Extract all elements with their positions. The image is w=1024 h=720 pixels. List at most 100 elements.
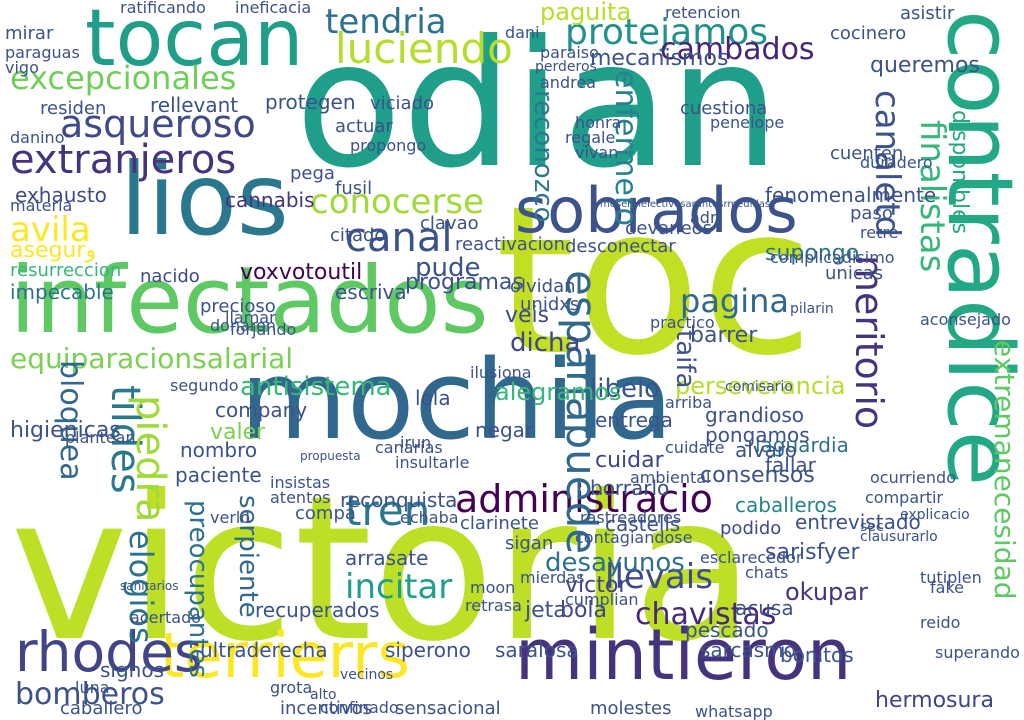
- cloud-word: pilarin: [790, 301, 834, 317]
- cloud-word: unidxs: [520, 294, 580, 315]
- cloud-word: mierdas: [520, 568, 585, 587]
- cloud-word: infectados: [10, 247, 489, 354]
- cloud-word: compartir: [865, 488, 944, 507]
- cloud-word: mochila: [240, 336, 674, 464]
- cloud-word: penelope: [710, 113, 785, 132]
- cloud-word: acusa: [735, 596, 794, 620]
- cloud-word: ocurriendo: [870, 468, 956, 487]
- cloud-word: lola: [415, 386, 451, 410]
- cloud-word: clavao: [420, 213, 479, 234]
- cloud-word: nacido: [140, 266, 200, 287]
- cloud-word: tutiplen: [920, 568, 982, 587]
- cloud-word: libelo: [590, 374, 661, 404]
- cloud-word: plantean: [65, 428, 136, 447]
- cloud-word: forjando: [230, 320, 297, 339]
- cloud-word: dicha: [510, 328, 581, 358]
- cloud-word: explicacio: [900, 507, 970, 523]
- cloud-word: regale: [565, 128, 616, 147]
- cloud-word: olvidan: [510, 276, 576, 297]
- cloud-word: alegramos: [495, 378, 622, 406]
- cloud-word: ineficacia: [235, 0, 312, 17]
- cloud-word: donaron: [210, 316, 277, 335]
- cloud-word: incitar: [345, 567, 453, 607]
- cloud-word: recuperados: [255, 598, 380, 622]
- cloud-word: okupar: [785, 578, 868, 606]
- cloud-word: superando: [935, 643, 1020, 662]
- cloud-word: vecinos: [340, 667, 394, 683]
- cloud-word: reido: [920, 613, 961, 632]
- cloud-word: odian: [295, 4, 780, 207]
- cloud-word: valer: [210, 420, 266, 445]
- cloud-word: devaneos: [625, 218, 713, 239]
- cloud-word: alvaro: [735, 438, 797, 462]
- cloud-word: extranjeros: [10, 137, 237, 183]
- cloud-word: paso: [850, 203, 893, 224]
- cloud-word: cuenten: [830, 143, 904, 164]
- cloud-word: fenomenalmente: [765, 183, 937, 207]
- cloud-word: negar: [475, 418, 534, 442]
- cloud-word: rastreadores: [580, 508, 682, 527]
- cloud-word: llevais: [605, 557, 713, 597]
- cloud-word: sobrados: [515, 174, 798, 247]
- cloud-word: signos: [100, 658, 165, 682]
- cloud-word: bola: [560, 598, 608, 623]
- cloud-word: rellevant: [150, 93, 239, 117]
- cloud-word: resurreccion: [10, 260, 122, 281]
- cloud-word: mesermelectivosarantesrmedidas: [600, 199, 771, 210]
- cloud-word: moon: [470, 578, 516, 597]
- cloud-word: veis: [505, 303, 550, 328]
- cloud-word: pega: [290, 163, 335, 184]
- cloud-word: echaba: [400, 508, 459, 527]
- cloud-word: perderos: [535, 59, 597, 75]
- cloud-word: extremanecesidad: [988, 340, 1021, 600]
- cloud-word: irun: [400, 433, 432, 452]
- cloud-word: mirar: [5, 23, 54, 44]
- cloud-word: rhodes: [15, 620, 203, 684]
- cloud-word: fake: [930, 578, 964, 597]
- cloud-word: caballeros: [735, 493, 838, 517]
- cloud-word: hermosura: [875, 688, 994, 713]
- cloud-word: ultraderecha: [200, 638, 328, 662]
- cloud-word: barrer: [690, 323, 758, 348]
- cloud-word: danino: [10, 128, 65, 147]
- cloud-word: sarcasmo: [700, 638, 796, 662]
- cloud-word: mecanismos: [590, 46, 729, 71]
- cloud-word: paguita: [540, 0, 632, 26]
- cloud-word: arriba: [665, 393, 713, 412]
- cloud-word: perseverancia: [675, 372, 846, 400]
- cloud-word: llamar: [225, 308, 276, 327]
- cloud-word: sanitarios: [120, 579, 179, 593]
- cloud-word: residen: [40, 98, 107, 119]
- cloud-word: canarias: [375, 438, 443, 457]
- cloud-word: exhausto: [15, 183, 107, 207]
- cloud-word: molestes: [590, 698, 672, 719]
- cloud-word: terrierrs: [160, 619, 410, 692]
- cloud-word: asegurو: [10, 238, 97, 263]
- cloud-word: disponibles: [947, 110, 972, 235]
- cloud-word: vigo: [5, 58, 39, 77]
- cloud-word: supongo: [765, 241, 860, 266]
- cloud-word: chavistas: [635, 597, 777, 632]
- cloud-word: victoria: [10, 453, 756, 686]
- cloud-word: tren: [345, 486, 431, 535]
- cloud-word: insistas: [270, 473, 331, 492]
- cloud-word: voxvotoutil: [240, 260, 363, 285]
- cloud-word: castells: [605, 512, 681, 536]
- cloud-word: bomberos: [15, 677, 165, 712]
- cloud-word: cannabis: [225, 188, 315, 212]
- cloud-word: sensacional: [395, 698, 501, 719]
- cloud-word: cuidar: [595, 448, 664, 473]
- cloud-word: victor: [565, 573, 628, 598]
- cloud-word: citado: [330, 225, 386, 246]
- cloud-word: caballero: [60, 698, 143, 719]
- cloud-word: cocinero: [830, 23, 907, 44]
- cloud-word: propongo: [350, 136, 427, 155]
- cloud-word: cumplian: [565, 590, 639, 609]
- cloud-word: bonitos: [780, 643, 854, 667]
- cloud-word: verlo: [210, 508, 251, 527]
- cloud-word: precioso: [200, 296, 276, 317]
- cloud-word: fusil: [335, 178, 373, 199]
- cloud-word: desayunos: [545, 548, 685, 578]
- cloud-word: cambados: [660, 32, 815, 67]
